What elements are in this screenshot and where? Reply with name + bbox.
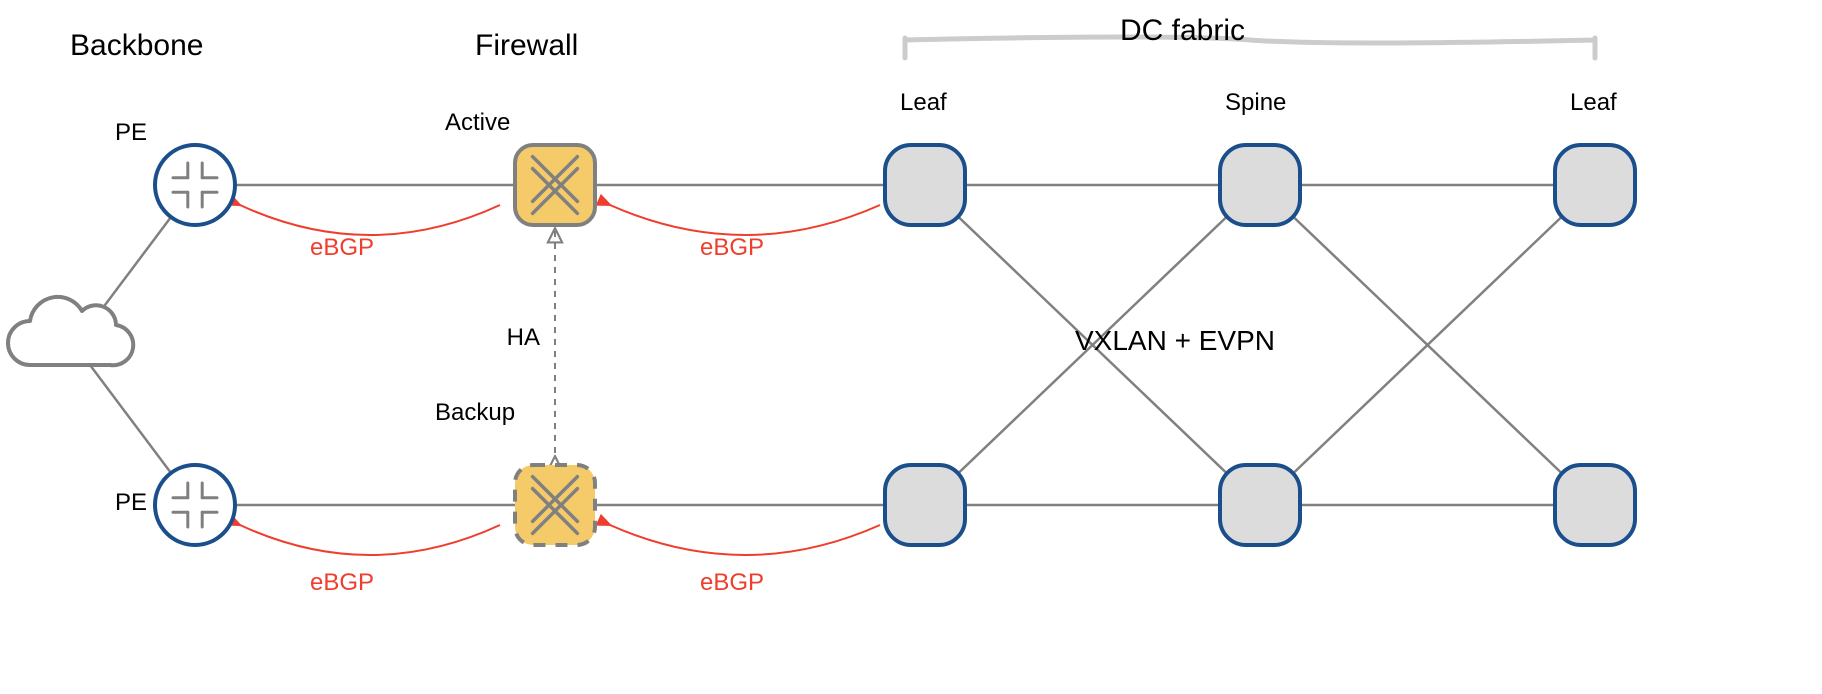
ebgp-session: [240, 525, 500, 555]
fabric-label-spine_top: Spine: [1225, 89, 1286, 116]
spine-top: [1220, 145, 1300, 225]
ebgp-session: [240, 205, 500, 235]
firewall-label-backup: Backup: [435, 399, 515, 426]
ebgp-label: eBGP: [700, 569, 764, 596]
section-label-firewall: Firewall: [475, 29, 578, 62]
fabric-label-leaf2_top: Leaf: [1570, 89, 1617, 116]
pe-router-top: [155, 145, 235, 225]
leaf-bottom-right: [1555, 465, 1635, 545]
leaf-top-right: [1555, 145, 1635, 225]
ebgp-label: eBGP: [310, 234, 374, 261]
ha-label: HA: [507, 324, 540, 351]
firewall-label-active: Active: [445, 109, 510, 136]
fabric-center-label: VXLAN + EVPN: [1075, 325, 1275, 356]
leaf-bottom-left: [885, 465, 965, 545]
section-label-dc-fabric: DC fabric: [1120, 14, 1245, 47]
ebgp-session: [610, 525, 880, 555]
ebgp-label: eBGP: [310, 569, 374, 596]
pe-label-top: PE: [115, 119, 147, 146]
pe-label-bottom: PE: [115, 489, 147, 516]
firewall-backup: [515, 465, 595, 545]
ebgp-label: eBGP: [700, 234, 764, 261]
fabric-label-leaf1_top: Leaf: [900, 89, 947, 116]
section-label-backbone: Backbone: [70, 29, 203, 62]
dc-fabric-bracket: [905, 37, 1595, 58]
spine-bottom: [1220, 465, 1300, 545]
pe-router-bottom: [155, 465, 235, 545]
firewall-active: [515, 145, 595, 225]
backbone-cloud-icon: [8, 297, 133, 365]
ebgp-session: [610, 205, 880, 235]
link-layer: [75, 185, 1595, 505]
leaf-top-left: [885, 145, 965, 225]
